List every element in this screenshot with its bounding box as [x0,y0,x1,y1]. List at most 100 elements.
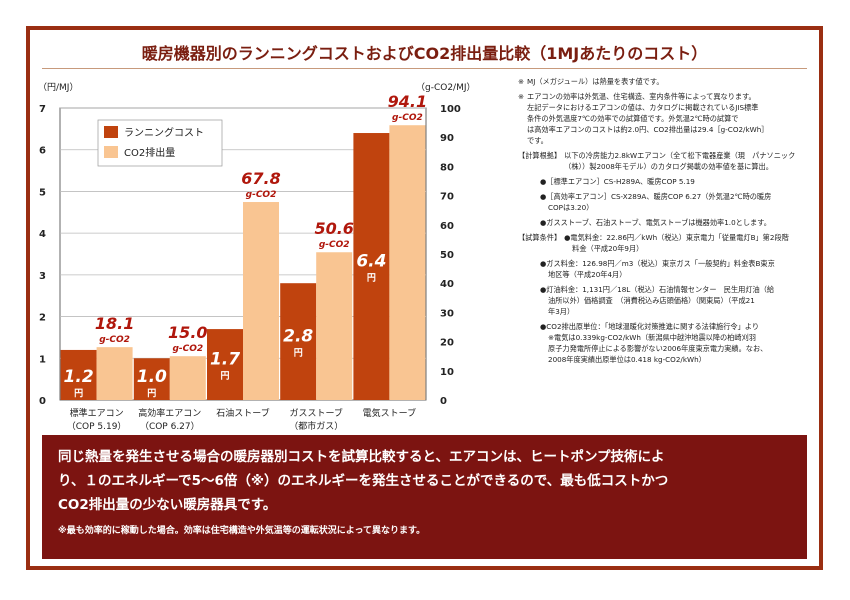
calc-basis-item: ●［標準エアコン］CS-H289A、暖房COP 5.19 [540,176,814,187]
note-mark: ※ [518,77,525,86]
legend-label-co2: CO2排出量 [124,146,175,159]
summary-footnote: ※最も効率的に稼動した場合。効率は住宅構造や外気温等の運転状況によって異なります… [58,526,426,536]
calc-basis-item-line: ●ガスストーブ、石油ストーブ、電気ストーブは機器効率1.0とします。 [540,218,771,227]
bar-running-cost [280,283,317,400]
note-line: 左記データにおけるエアコンの値は、カタログに掲載されているJIS標準 [527,103,759,112]
category-sublabel: （COP 5.19） [67,421,127,432]
summary-line: 同じ熱量を発生させる場合の暖房器別コストを試算比較すると、エアコンは、ヒートポン… [58,449,665,465]
calc-basis-item-line: ●［高効率エアコン］CS-X289A、暖房COP 6.27（外気温2℃時の暖房 [540,192,772,201]
panel-frame: 暖房機器別のランニングコストおよびCO2排出量比較（1MJあたりのコスト） 0 1… [26,26,823,570]
y-left-tick-label: 7 [39,104,46,115]
calc-basis-head: 【計算根拠】 [518,151,562,160]
y-left-tick-label: 1 [39,354,46,365]
y-right-tick-label: 100 [440,104,461,115]
calc-condition-item: ●CO2排出原単位：「地球温暖化対策推進に関する法律施行令」より ※電気は0.3… [540,321,814,365]
unit-label-gco2: g-CO2 [99,335,130,345]
value-label-running-cost: 6.4 [356,252,386,272]
y-right-axis-label: （g-CO2/MJ） [416,82,476,93]
y-left-tick-label: 0 [39,396,46,407]
y-right-tick-label: 70 [440,192,454,203]
legend-swatch-running-cost [104,126,118,138]
chart-title: 暖房機器別のランニングコストおよびCO2排出量比較（1MJあたりのコスト） [141,44,708,63]
y-right-tick-label: 90 [440,133,454,144]
calc-condition-line: ●ガス料金：126.98円／m3（税込）東京ガス「一般契約」料金表B東京 [540,259,775,268]
calc-condition-line: ●電気料金：22.86円／kWh（税込）東京電力「従量電灯B」第2段階 [564,233,789,242]
calc-condition-line: ●灯油料金：1,131円／18L（税込）石油情報センター 民生用灯油（給 [540,285,775,294]
calc-condition-line: 地区等（平成20年4月） [548,270,627,279]
legend-label-running-cost: ランニングコスト [124,126,204,139]
calc-condition-line: ※電気は0.339kg-CO2/kWh（新潟県中越沖地震以降の柏崎刈羽 [548,333,756,342]
calc-basis-line: （株））製2008年モデル）のカタログ掲載の効率値を基に算出。 [564,162,773,171]
bar-running-cost [207,329,243,400]
y-left-tick-label: 6 [39,146,46,157]
y-left-tick-label: 5 [39,187,46,198]
calc-basis-line: 以下の冷房能力2.8kWエアコン（全て松下電器産業（現 パナソニック [564,151,796,160]
category-sublabel: （都市ガス） [289,420,343,432]
category-sublabel: （COP 6.27） [140,421,200,432]
y-left-axis-label: （円/MJ） [38,82,78,93]
category-label: 標準エアコン [70,407,124,419]
note-line: です。 [527,136,548,145]
notes-panel: ※ MJ（メガジュール）は熱量を表す値です。 ※ エアコンの効率は外気温、住宅構… [518,76,814,369]
y-left-tick-label: 2 [39,313,46,324]
category-label: 高効率エアコン [138,407,201,419]
note-aircon: ※ エアコンの効率は外気温、住宅構造、室内条件等によって異なります。 左記データ… [518,91,814,146]
bar-running-cost [60,349,97,400]
legend-swatch-co2 [104,146,118,158]
y-left-tick-label: 4 [39,229,46,240]
bar-co2-emission [389,125,426,400]
calc-conditions: 【試算条件】 ●電気料金：22.86円／kWh（税込）東京電力「従量電灯B」第2… [518,232,814,254]
category-label: ガスストーブ [289,407,342,419]
unit-label-yen: 円 [74,388,83,399]
bar-running-cost [133,358,170,400]
bar-co2-emission [316,252,353,400]
value-label-co2: 67.8 [241,169,280,188]
calc-condition-item: ●ガス料金：126.98円／m3（税込）東京ガス「一般契約」料金表B東京 地区等… [540,258,814,280]
unit-label-yen: 円 [367,273,376,284]
calc-condition-item: ●灯油料金：1,131円／18L（税込）石油情報センター 民生用灯油（給 油所以… [540,284,814,317]
value-label-running-cost: 1.0 [137,367,167,387]
note-line: MJ（メガジュール）は熱量を表す値です。 [527,77,664,86]
unit-label-gco2: g-CO2 [246,190,277,200]
note-mj: ※ MJ（メガジュール）は熱量を表す値です。 [518,76,814,87]
category-label: 石油ストーブ [216,407,269,419]
y-right-tick-label: 40 [440,279,454,290]
value-label-running-cost: 2.8 [283,327,313,347]
y-right-tick-label: 20 [440,338,454,349]
bar-co2-emission [169,356,206,400]
calc-condition-line: 年3月） [548,307,575,316]
unit-label-yen: 円 [220,371,229,382]
unit-label-gco2: g-CO2 [172,344,203,354]
note-line: は高効率エアコンのコストは約2.0円、CO2排出量は29.4［g-CO2/kWh… [527,125,769,134]
summary-text: 同じ熱量を発生させる場合の暖房器別コストを試算比較すると、エアコンは、ヒートポン… [58,445,791,517]
bar-running-cost [353,133,390,400]
y-right-tick-label: 80 [440,162,454,173]
value-label-co2: 94.1 [388,92,427,111]
y-left-tick-label: 3 [39,271,46,282]
y-right-tick-label: 30 [440,308,454,319]
calc-condition-line: 2008年度実績出原単位は0.418 kg-CO2/kWh） [548,355,706,364]
summary-box: 同じ熱量を発生させる場合の暖房器別コストを試算比較すると、エアコンは、ヒートポン… [42,435,807,559]
calc-conditions-head: 【試算条件】 [518,233,562,242]
y-right-tick-label: 0 [440,396,447,407]
unit-label-yen: 円 [294,348,303,359]
bar-co2-emission [96,347,133,400]
calc-condition-line: 料金（平成20年9月） [572,244,644,253]
calc-basis: 【計算根拠】 以下の冷房能力2.8kWエアコン（全て松下電器産業（現 パナソニッ… [518,150,814,172]
y-right-tick-label: 10 [440,367,454,378]
note-mark: ※ [518,92,525,101]
calc-basis-item: ●［高効率エアコン］CS-X289A、暖房COP 6.27（外気温2℃時の暖房 … [540,191,814,213]
calc-condition-line: 油所以外）価格調査 （消費税込み店頭価格）（関東局）（平成21 [548,296,755,305]
category-label: 電気ストーブ [363,407,416,419]
unit-label-gco2: g-CO2 [392,113,423,123]
calc-condition-line: 原子力発電所停止による影響がない2006年度東京電力実績。なお、 [548,344,768,353]
summary-line: CO2排出量の少ない暖房器具です。 [58,497,277,513]
calc-basis-item: ●ガスストーブ、石油ストーブ、電気ストーブは機器効率1.0とします。 [540,217,814,228]
note-line: エアコンの効率は外気温、住宅構造、室内条件等によって異なります。 [527,92,756,101]
value-label-running-cost: 1.7 [210,350,240,370]
y-right-tick-label: 60 [440,221,454,232]
unit-label-yen: 円 [147,388,156,399]
unit-label-gco2: g-CO2 [319,240,350,250]
calc-condition-line: ●CO2排出原単位：「地球温暖化対策推進に関する法律施行令」より [540,322,760,331]
